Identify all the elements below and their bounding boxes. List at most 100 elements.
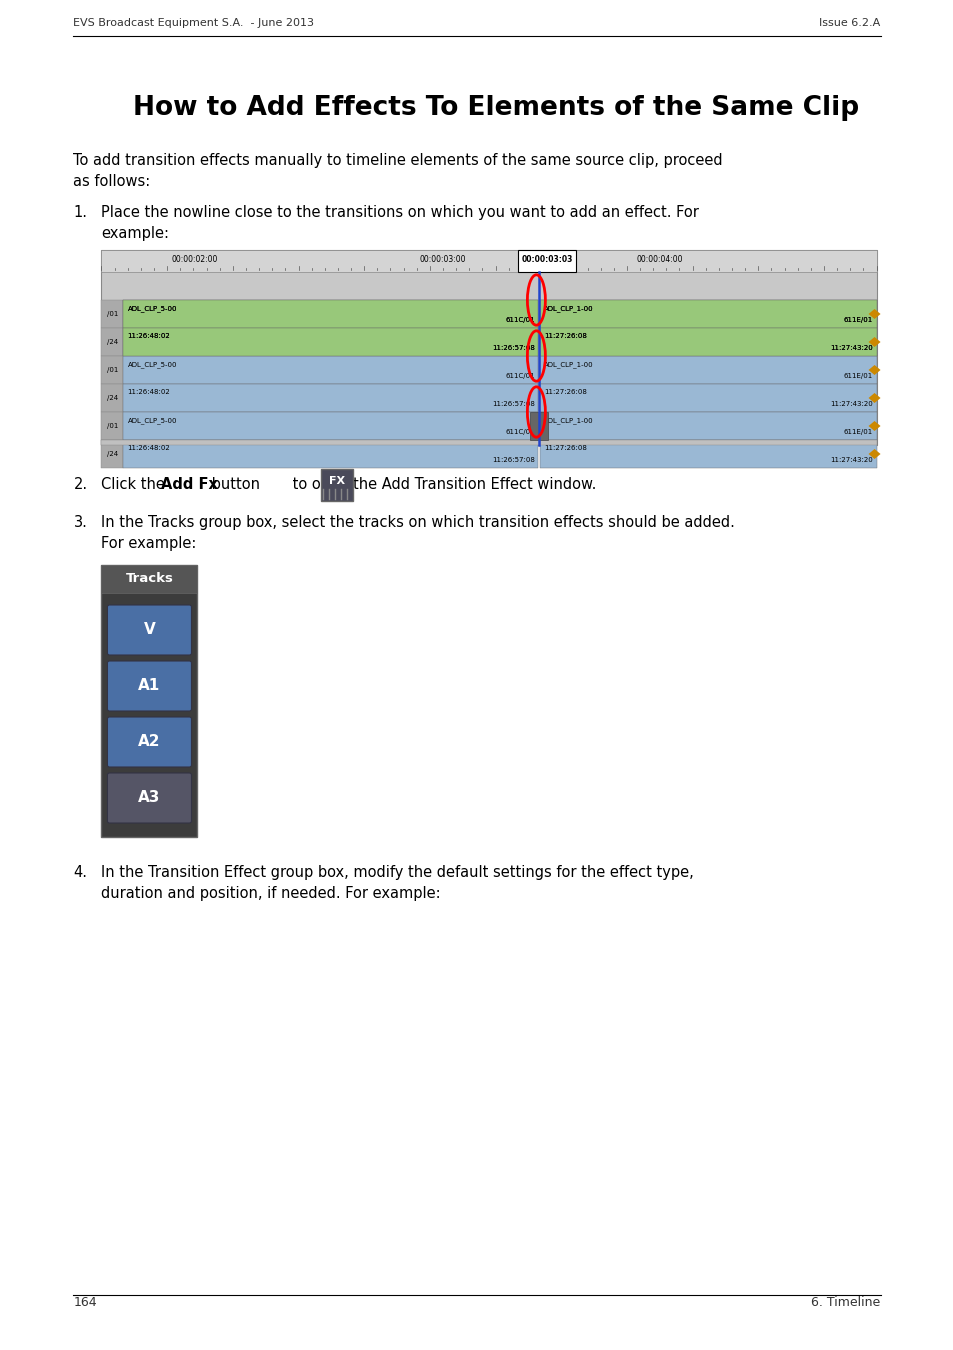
Text: To add transition effects manually to timeline elements of the same source clip,: To add transition effects manually to ti… [73, 153, 722, 189]
Text: 11:26:57:08: 11:26:57:08 [492, 346, 535, 351]
Bar [123, 412, 537, 440]
Text: 11:27:43:20: 11:27:43:20 [829, 458, 872, 463]
Bar [101, 440, 123, 468]
Text: 11:27:43:20: 11:27:43:20 [829, 346, 872, 351]
Text: 1.: 1. [73, 205, 88, 220]
Text: 00:00:03:03: 00:00:03:03 [521, 255, 572, 265]
FancyBboxPatch shape [108, 774, 192, 824]
Text: 11:27:26:08: 11:27:26:08 [544, 446, 587, 451]
Polygon shape [867, 338, 880, 347]
Bar [123, 300, 537, 328]
Text: ADL_CLP_5-00: ADL_CLP_5-00 [128, 417, 176, 424]
Polygon shape [867, 421, 880, 431]
Text: Place the nowline close to the transitions on which you want to add an effect. F: Place the nowline close to the transitio… [101, 205, 699, 242]
Text: ADL_CLP_5-00: ADL_CLP_5-00 [128, 360, 176, 367]
Text: 11:26:57:08: 11:26:57:08 [492, 458, 535, 463]
Bar [123, 440, 537, 468]
Bar [101, 566, 197, 593]
Text: ADL_CLP_5-00: ADL_CLP_5-00 [128, 305, 176, 312]
Text: A3: A3 [138, 791, 160, 806]
Bar [101, 328, 123, 356]
FancyBboxPatch shape [108, 605, 192, 655]
Bar [123, 328, 537, 356]
Text: A1: A1 [138, 679, 160, 694]
Bar [539, 356, 876, 383]
Text: 11:27:26:08: 11:27:26:08 [544, 333, 587, 339]
Text: In the Transition Effect group box, modify the default settings for the effect t: In the Transition Effect group box, modi… [101, 865, 694, 900]
Text: Click the: Click the [101, 477, 170, 491]
Bar [101, 440, 876, 446]
Bar [101, 356, 123, 383]
Text: 00:00:02:00: 00:00:02:00 [172, 255, 217, 265]
Text: V: V [144, 622, 155, 637]
Text: 11:27:26:08: 11:27:26:08 [544, 333, 587, 339]
Bar [539, 328, 876, 356]
Text: EVS Broadcast Equipment S.A.  - June 2013: EVS Broadcast Equipment S.A. - June 2013 [73, 18, 314, 28]
Polygon shape [867, 309, 880, 319]
Bar [101, 412, 123, 440]
Text: /01: /01 [107, 310, 118, 317]
Bar [530, 412, 548, 440]
Text: How to Add Effects To Elements of the Same Clip: How to Add Effects To Elements of the Sa… [133, 95, 859, 122]
Text: ADL_CLP_1-00: ADL_CLP_1-00 [544, 417, 594, 424]
Text: 611C/01: 611C/01 [505, 317, 535, 323]
Text: 11:26:57:08: 11:26:57:08 [492, 401, 535, 406]
Text: Tracks: Tracks [126, 572, 173, 586]
Bar [123, 300, 537, 328]
Text: 11:27:26:08: 11:27:26:08 [544, 389, 587, 396]
Text: 611E/01: 611E/01 [842, 429, 872, 435]
Text: 11:26:48:02: 11:26:48:02 [128, 333, 170, 339]
Bar [539, 383, 876, 412]
Text: ADL_CLP_1-00: ADL_CLP_1-00 [544, 305, 594, 312]
Text: 4.: 4. [73, 865, 88, 880]
Text: FX: FX [329, 477, 345, 486]
Text: 11:26:48:02: 11:26:48:02 [128, 333, 170, 339]
Text: ADL_CLP_5-00: ADL_CLP_5-00 [128, 305, 176, 312]
Text: /24: /24 [107, 396, 118, 401]
Bar [539, 300, 876, 328]
Text: /24: /24 [107, 451, 118, 458]
FancyBboxPatch shape [108, 717, 192, 767]
Text: 611E/01: 611E/01 [842, 373, 872, 379]
FancyBboxPatch shape [108, 662, 192, 711]
Text: 611E/01: 611E/01 [842, 317, 872, 323]
Text: /01: /01 [107, 367, 118, 373]
Text: /24: /24 [107, 339, 118, 346]
Bar [123, 356, 537, 383]
Text: 11:26:48:02: 11:26:48:02 [128, 446, 170, 451]
Text: 11:27:43:20: 11:27:43:20 [829, 346, 872, 351]
Text: 3.: 3. [73, 514, 88, 531]
Bar [123, 383, 537, 412]
Text: 2.: 2. [73, 477, 88, 491]
Bar [539, 412, 876, 440]
Text: Issue 6.2.A: Issue 6.2.A [819, 18, 880, 28]
Polygon shape [867, 393, 880, 404]
Text: /01: /01 [107, 423, 118, 429]
Text: ADL_CLP_1-00: ADL_CLP_1-00 [544, 305, 594, 312]
Text: 11:26:57:08: 11:26:57:08 [492, 346, 535, 351]
Polygon shape [867, 450, 880, 459]
Text: 00:00:03:00: 00:00:03:00 [418, 255, 465, 265]
Text: Add Fx: Add Fx [161, 477, 218, 491]
Text: 00:00:04:00: 00:00:04:00 [636, 255, 682, 265]
Text: 611C/01: 611C/01 [505, 373, 535, 379]
Bar [123, 328, 537, 356]
Bar [539, 300, 876, 328]
Bar [539, 328, 876, 356]
Text: 164: 164 [73, 1296, 97, 1310]
Text: In the Tracks group box, select the tracks on which transition effects should be: In the Tracks group box, select the trac… [101, 514, 735, 551]
Polygon shape [867, 364, 880, 375]
Text: 11:26:48:02: 11:26:48:02 [128, 389, 170, 396]
Text: 611C/01: 611C/01 [505, 429, 535, 435]
Text: A2: A2 [138, 734, 160, 749]
Bar [101, 250, 876, 446]
Text: button: button [207, 477, 260, 491]
Bar [539, 440, 876, 468]
Bar [517, 250, 576, 271]
Text: 611C/01: 611C/01 [505, 317, 535, 323]
Bar [101, 250, 876, 271]
Bar [101, 566, 197, 837]
Bar [101, 300, 123, 328]
Text: to open the Add Transition Effect window.: to open the Add Transition Effect window… [288, 477, 597, 491]
Bar [321, 468, 354, 501]
